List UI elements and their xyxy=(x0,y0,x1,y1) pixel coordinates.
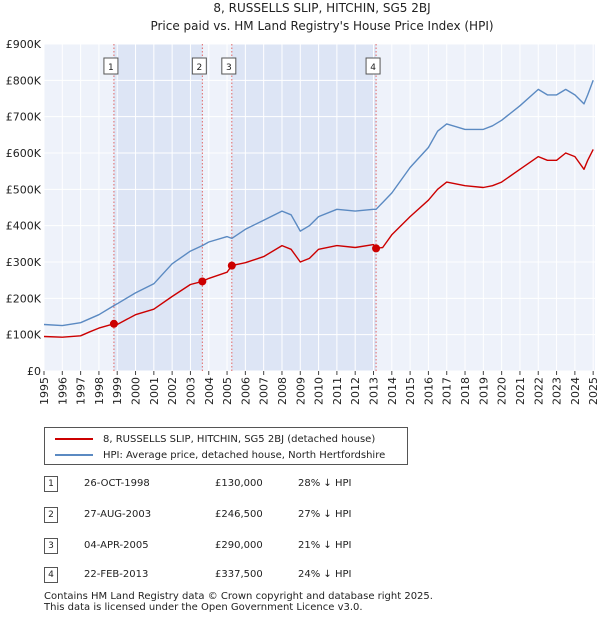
y-tick-label: £300K xyxy=(6,256,42,269)
y-tick-label: £900K xyxy=(6,38,42,51)
sale-price: £290,000 xyxy=(215,540,263,551)
sale-point xyxy=(109,319,118,328)
marker-box xyxy=(103,57,119,75)
x-tick-label: 1999 xyxy=(111,377,124,405)
sale-price: £337,500 xyxy=(215,569,263,580)
x-tick-label: 2012 xyxy=(349,377,362,405)
x-tick-label: 2003 xyxy=(184,377,197,405)
x-tick-label: 2010 xyxy=(313,377,326,405)
x-tick-label: 2020 xyxy=(496,377,509,405)
x-tick-label: 2024 xyxy=(569,377,582,405)
shade-layer xyxy=(113,44,377,371)
x-tick-label: 2015 xyxy=(404,377,417,405)
x-tick-label: 2001 xyxy=(148,377,161,405)
y-tick-label: £0 xyxy=(27,365,41,378)
legend-swatch-property xyxy=(55,438,93,440)
sale-date: 04-APR-2005 xyxy=(84,540,149,551)
y-tick-label: £600K xyxy=(6,147,42,160)
shaded-range xyxy=(113,44,203,371)
sale-number-badge: 1 xyxy=(44,476,58,492)
legend-item-property: 8, RUSSELLS SLIP, HITCHIN, SG5 2BJ (deta… xyxy=(55,431,375,447)
marker-box-layer: 1 2 3 4 xyxy=(103,57,381,75)
sale-point xyxy=(372,244,381,253)
sale-hpi-diff: 28% ↓ HPI xyxy=(298,478,352,489)
marker-box xyxy=(365,57,381,75)
x-tick-label: 2004 xyxy=(203,377,216,405)
x-tick-label: 2009 xyxy=(294,377,307,405)
marker-label: 4 xyxy=(370,63,376,73)
x-tick-label: 1998 xyxy=(93,377,106,405)
legend-swatch-hpi xyxy=(55,454,93,456)
x-tick-label: 1997 xyxy=(75,377,88,405)
legend-label-property: 8, RUSSELLS SLIP, HITCHIN, SG5 2BJ (deta… xyxy=(103,433,376,445)
legend: 8, RUSSELLS SLIP, HITCHIN, SG5 2BJ (deta… xyxy=(44,427,408,465)
sale-date: 27-AUG-2003 xyxy=(84,509,152,520)
footer-copyright: Contains HM Land Registry data © Crown c… xyxy=(44,591,433,602)
legend-label-hpi: HPI: Average price, detached house, Nort… xyxy=(103,449,386,461)
series-line-hpi xyxy=(43,80,594,327)
marker-label: 3 xyxy=(226,63,232,73)
x-tick-label: 2016 xyxy=(422,377,435,405)
y-axis: £0 £100K £200K £300K £400K £500K £600K £700K £80… xyxy=(6,38,42,378)
sale-hpi-diff: 27% ↓ HPI xyxy=(298,509,352,520)
x-tick-label: 2000 xyxy=(130,377,143,405)
series-line-property xyxy=(43,149,594,338)
x-tick-label: 2014 xyxy=(386,377,399,405)
sale-price: £130,000 xyxy=(215,478,263,489)
marker-box xyxy=(191,57,207,75)
y-tick-label: £100K xyxy=(6,329,42,342)
x-tick-label: 2025 xyxy=(587,377,600,405)
price-chart: 8, RUSSELLS SLIP, HITCHIN, SG5 2BJ Price… xyxy=(6,1,600,405)
x-tick-label: 2002 xyxy=(166,377,179,405)
footer: Contains HM Land Registry data © Crown c… xyxy=(44,591,433,613)
x-axis: 1995 1996 1997 1998 1999 2000 2001 2002 2003 2004… xyxy=(38,371,600,405)
x-tick-label: 2023 xyxy=(551,377,564,405)
y-tick-label: £500K xyxy=(6,183,42,196)
sale-hpi-diff: 24% ↓ HPI xyxy=(298,569,352,580)
y-tick-label: £200K xyxy=(6,292,42,305)
x-tick-label: 2011 xyxy=(331,377,344,405)
y-tick-label: £400K xyxy=(6,220,42,233)
chart-subtitle: Price paid vs. HM Land Registry's House … xyxy=(150,19,493,33)
marker-box xyxy=(221,57,237,75)
x-tick-label: 2017 xyxy=(441,377,454,405)
shaded-range xyxy=(231,44,377,371)
sale-hpi-diff: 21% ↓ HPI xyxy=(298,540,352,551)
point-layer xyxy=(109,244,381,328)
x-tick-label: 2006 xyxy=(239,377,252,405)
sale-number-badge: 3 xyxy=(44,538,58,554)
x-tick-label: 2013 xyxy=(368,377,381,405)
x-tick-label: 2019 xyxy=(477,377,490,405)
x-tick-label: 2005 xyxy=(221,377,234,405)
grid-layer xyxy=(43,43,595,372)
sale-date: 22-FEB-2013 xyxy=(84,569,149,580)
sale-number-badge: 2 xyxy=(44,507,58,523)
x-tick-label: 1995 xyxy=(38,377,51,405)
series-layer xyxy=(43,80,594,338)
sale-point xyxy=(227,261,236,270)
sale-number-badge: 4 xyxy=(44,567,58,583)
x-tick-label: 1996 xyxy=(56,377,69,405)
legend-item-hpi: HPI: Average price, detached house, Nort… xyxy=(55,447,385,463)
y-tick-label: £700K xyxy=(6,111,42,124)
sale-date: 26-OCT-1998 xyxy=(84,478,150,489)
x-tick-label: 2008 xyxy=(276,377,289,405)
x-tick-label: 2018 xyxy=(459,377,472,405)
chart-title: 8, RUSSELLS SLIP, HITCHIN, SG5 2BJ xyxy=(213,1,430,15)
footer-licence: This data is licensed under the Open Gov… xyxy=(44,602,363,613)
sale-point xyxy=(198,277,207,286)
x-tick-label: 2007 xyxy=(258,377,271,405)
x-tick-label: 2022 xyxy=(532,377,545,405)
marker-label: 1 xyxy=(108,63,114,73)
sale-price: £246,500 xyxy=(215,509,263,520)
x-tick-label: 2021 xyxy=(514,377,527,405)
y-tick-label: £800K xyxy=(6,74,42,87)
marker-label: 2 xyxy=(196,63,202,73)
